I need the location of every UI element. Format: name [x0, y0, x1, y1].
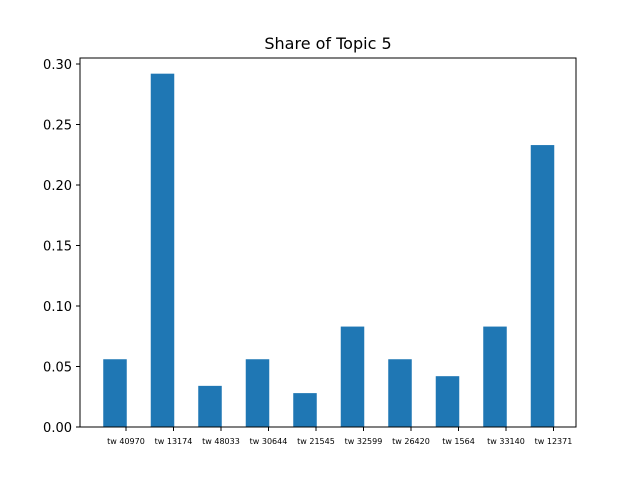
- y-tick-label: 0.30: [43, 58, 72, 73]
- x-tick-label: tw 1564: [442, 437, 475, 446]
- y-tick-label: 0.20: [43, 179, 72, 194]
- bar: [245, 359, 270, 427]
- bar: [530, 145, 555, 427]
- bar: [388, 359, 412, 427]
- bar: [293, 393, 317, 427]
- x-axis: tw 40970 tw 13174 tw 48033 tw 30644 tw 21545…: [107, 427, 572, 446]
- x-tick-label: tw 48033: [202, 437, 240, 446]
- y-tick-label: 0.05: [43, 361, 72, 376]
- y-axis: 0.00 0.05 0.10 0.15 0.20 0.25 0.30: [43, 58, 80, 436]
- bar: [435, 376, 460, 427]
- y-tick-label: 0.00: [43, 421, 72, 436]
- y-tick-label: 0.15: [43, 240, 72, 255]
- x-tick-label: tw 26420: [392, 437, 430, 446]
- bar: [198, 385, 222, 427]
- bar: [483, 326, 507, 427]
- x-tick-label: tw 21545: [297, 437, 335, 446]
- x-tick-label: tw 30644: [250, 437, 288, 446]
- x-tick-label: tw 13174: [155, 437, 193, 446]
- x-tick-label: tw 32599: [345, 437, 383, 446]
- x-tick-label: tw 33140: [487, 437, 525, 446]
- bar: [150, 73, 175, 428]
- plot-frame: [79, 57, 577, 428]
- y-tick-label: 0.10: [43, 300, 72, 315]
- y-tick-label: 0.25: [43, 119, 72, 134]
- bars-group: [103, 73, 555, 428]
- bar: [340, 326, 365, 427]
- bar: [103, 359, 127, 427]
- x-tick-label: tw 12371: [535, 437, 573, 446]
- chart-title: Share of Topic 5: [264, 34, 391, 53]
- x-tick-label: tw 40970: [107, 437, 145, 446]
